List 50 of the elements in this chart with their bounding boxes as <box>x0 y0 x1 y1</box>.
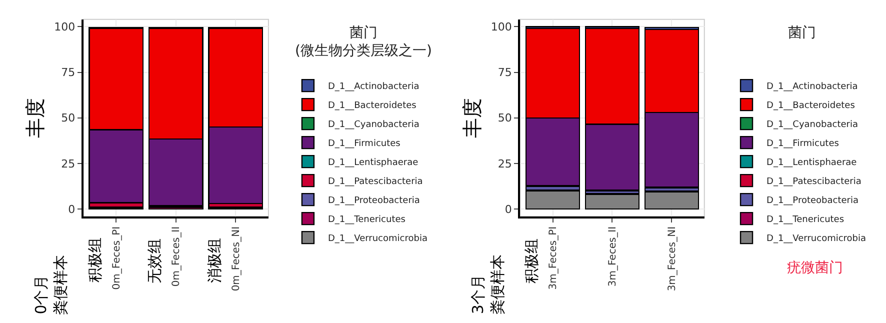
y-tick-label: 50 <box>498 112 512 125</box>
x-tick-label: 0m_Feces_PI <box>111 226 122 290</box>
legend-title: 菌门 <box>788 25 816 41</box>
y-tick-label: 0 <box>68 202 76 216</box>
legend-label: D_1__Proteobacteria <box>328 196 420 206</box>
x-tick-label: 3m_Feces_NI <box>666 226 678 292</box>
text: 0个月 <box>32 274 50 314</box>
y-tick-label: 25 <box>61 157 76 170</box>
legend-label: D_1__Bacteroidetes <box>766 101 856 112</box>
bar <box>525 190 580 210</box>
y-tick-label: 100 <box>490 20 512 34</box>
legend-label: D_1__Actinobacteria <box>766 82 858 92</box>
legend-label: D_1__Lentisphaerae <box>328 158 419 168</box>
legend-label: D_1__Verrucomicrobia <box>766 234 866 244</box>
legend-label: D_1__Cyanobacteria <box>766 120 858 130</box>
legend-label: D_1__Proteobacteria <box>766 196 858 206</box>
text: 3个月 <box>469 274 488 314</box>
legend-label: D_1__Bacteroidetes <box>328 101 417 112</box>
y-axis-title: 丰度 <box>460 98 484 138</box>
x-tick-label: 3m_Feces_PI <box>548 226 560 290</box>
y-tick-label: 50 <box>61 112 76 125</box>
x-tick-label: 3m_Feces_II <box>607 226 618 287</box>
x-tick-label: 0m_Feces_II <box>171 226 182 287</box>
x-tick-label: 0m_Feces_NI <box>230 226 242 292</box>
text: 消极组 <box>205 238 224 283</box>
bar <box>584 194 640 210</box>
text: 粪便样本 <box>488 254 507 315</box>
y-axis-title: 丰度 <box>23 98 48 138</box>
legend-label: D_1__Patescibacteria <box>766 177 862 188</box>
legend-label: D_1__Cyanobacteria <box>328 120 420 130</box>
y-tick-label: 25 <box>498 157 512 170</box>
legend-label: D_1__Verrucomicrobia <box>328 234 428 244</box>
bar <box>644 191 700 210</box>
legend-title: 菌门 (微生物分类层级之一) <box>295 25 432 60</box>
legend-label: D_1__Patescibacteria <box>328 177 423 188</box>
legend-label: D_1__Actinobacteria <box>328 82 420 92</box>
text: 粪便样本 <box>52 254 70 315</box>
legend-label: D_1__Lentisphaerae <box>766 158 858 168</box>
text: 疣微菌门 <box>787 260 843 276</box>
y-tick-label: 75 <box>61 66 76 80</box>
legend-label: D_1__Tenericutes <box>766 215 844 226</box>
text: 积极组 <box>522 238 541 284</box>
y-tick-label: 0 <box>504 202 512 216</box>
y-tick-label: 100 <box>54 20 76 34</box>
text: 积极组 <box>86 238 104 283</box>
text: 无效组 <box>146 238 164 284</box>
legend-label: D_1__Tenericutes <box>328 215 406 226</box>
legend-label: D_1__Firmicutes <box>328 139 401 150</box>
legend-label: D_1__Firmicutes <box>766 139 840 150</box>
y-tick-label: 75 <box>498 66 512 80</box>
